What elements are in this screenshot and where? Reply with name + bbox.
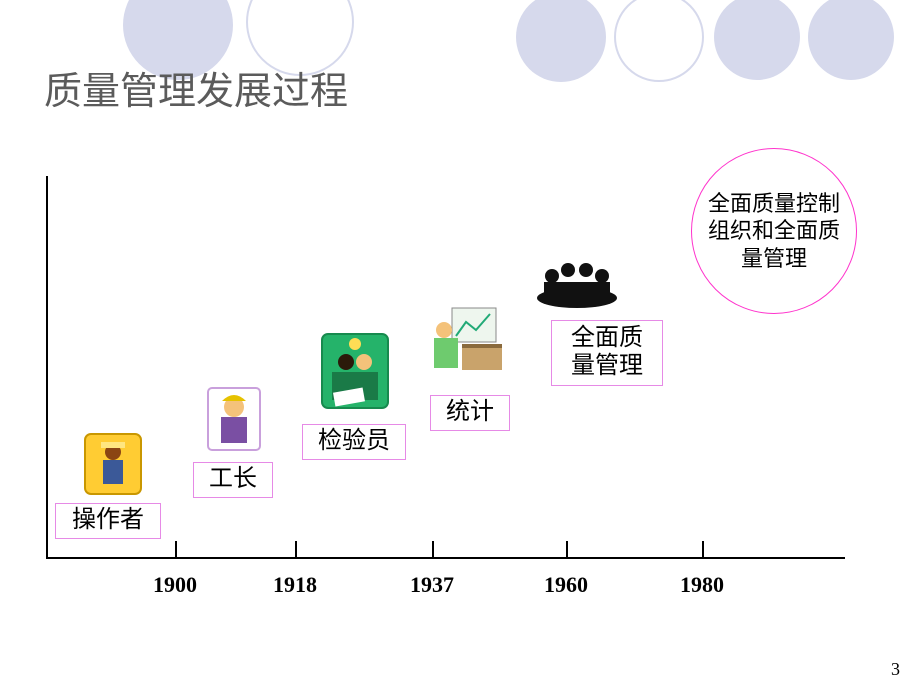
axis-tick: [566, 541, 568, 557]
stage-label: 全面质 量管理: [551, 320, 663, 386]
operator-icon: [83, 432, 143, 496]
axis-tick: [295, 541, 297, 557]
stage-label: 工长: [193, 462, 273, 498]
year-label: 1980: [680, 572, 724, 598]
stage-label: 检验员: [302, 424, 406, 460]
year-label: 1960: [544, 572, 588, 598]
deco-circle: [516, 0, 606, 82]
x-axis: [46, 557, 845, 559]
deco-circle: [808, 0, 894, 80]
deco-circle: [714, 0, 800, 80]
axis-tick: [432, 541, 434, 557]
inspector-icon: [320, 332, 390, 410]
year-label: 1918: [273, 572, 317, 598]
deco-circle: [614, 0, 704, 82]
axis-tick: [702, 541, 704, 557]
year-label: 1937: [410, 572, 454, 598]
statistics-icon: [432, 302, 510, 380]
meeting-icon: [534, 254, 620, 312]
slide-title: 质量管理发展过程: [44, 60, 348, 115]
stage-label: 统计: [430, 395, 510, 431]
final-stage-circle: 全面质量控制 组织和全面质 量管理: [691, 148, 857, 314]
page-number: 3: [891, 659, 900, 680]
year-label: 1900: [153, 572, 197, 598]
y-axis: [46, 176, 48, 559]
foreman-icon: [207, 387, 261, 451]
stage-label: 操作者: [55, 503, 161, 539]
axis-tick: [175, 541, 177, 557]
